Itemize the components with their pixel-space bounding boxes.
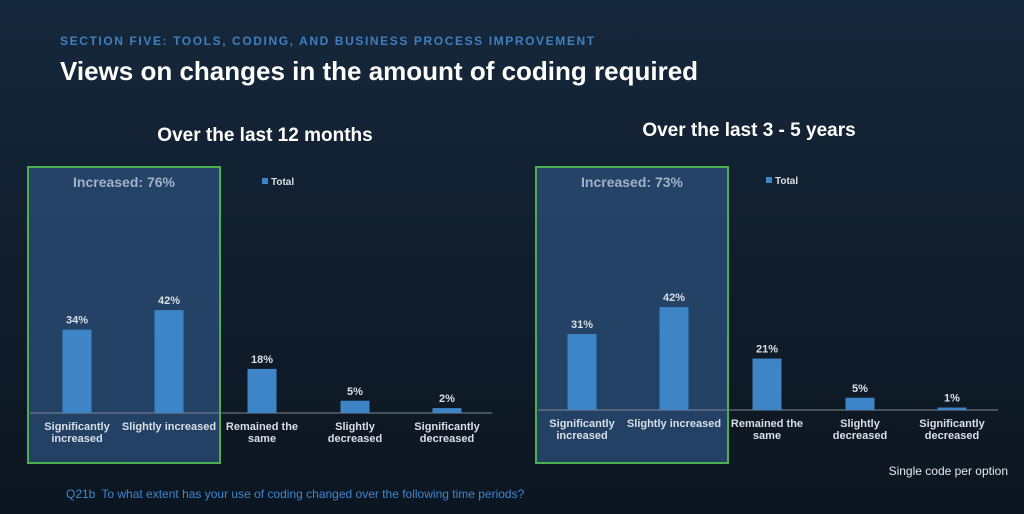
category-label-2: Slightly increased (122, 421, 216, 433)
bar-2 (659, 307, 689, 410)
category-label-line: decreased (833, 430, 887, 442)
increased-total-label: Increased: 76% (73, 174, 175, 190)
category-label-1: Significantly increased (44, 421, 110, 445)
bar-5 (937, 407, 967, 410)
category-label-5: Significantly decreased (919, 418, 985, 442)
category-label-line: Significantly (414, 421, 480, 433)
chart-12-months: Increased: 76% Over the last 12 months Tot… (27, 125, 492, 464)
question-id: Q21b (66, 487, 96, 501)
data-label-5: 2% (439, 393, 455, 405)
legend-entry: Total (775, 176, 798, 187)
category-label-line: decreased (328, 433, 382, 445)
category-label-line: Slightly increased (627, 418, 721, 430)
question-body: To what extent has your use of coding ch… (101, 487, 525, 501)
category-label-5: Significantly decreased (414, 421, 480, 445)
data-label-1: 34% (66, 315, 88, 327)
footnote: Single code per option (888, 464, 1008, 478)
legend-swatch (262, 178, 268, 184)
category-label-line: Significantly (44, 421, 110, 433)
legend-entry: Total (271, 177, 294, 188)
increased-highlight-box (535, 166, 729, 464)
data-label-4: 5% (347, 386, 363, 398)
page-title: Views on changes in the amount of coding… (60, 56, 699, 86)
category-label-line: same (753, 430, 781, 442)
category-label-4: Slightly decreased (833, 418, 887, 442)
section-label: SECTION FIVE: TOOLS, CODING, AND BUSINES… (60, 34, 596, 48)
category-label-line: Remained the (226, 421, 298, 433)
bar-2 (154, 310, 184, 413)
increased-highlight-box (27, 166, 221, 464)
category-label-1: Significantly increased (549, 418, 615, 442)
data-label-2: 42% (663, 292, 685, 304)
category-label-line: same (248, 433, 276, 445)
category-label-line: Remained the (731, 418, 803, 430)
bar-4 (340, 400, 370, 413)
bar-5 (432, 408, 462, 413)
data-label-3: 18% (251, 354, 273, 366)
increased-total-label: Increased: 73% (581, 174, 683, 190)
category-label-line: Slightly increased (122, 421, 216, 433)
category-label-2: Slightly increased (627, 418, 721, 430)
category-label-line: Significantly (549, 418, 615, 430)
data-label-4: 5% (852, 383, 868, 395)
category-label-line: decreased (925, 430, 979, 442)
legend-swatch (766, 177, 772, 183)
bar-1 (62, 329, 92, 413)
category-label-line: decreased (420, 433, 474, 445)
data-label-3: 21% (756, 344, 778, 356)
data-label-1: 31% (571, 319, 593, 331)
chart-3-5-years: Increased: 73% Over the last 3 - 5 years T… (535, 120, 998, 464)
bar-3 (247, 368, 277, 413)
category-label-line: Significantly (919, 418, 985, 430)
chart-title: Over the last 12 months (157, 125, 372, 146)
data-label-2: 42% (158, 295, 180, 307)
question-text: Q21b To what extent has your use of codin… (66, 487, 530, 501)
category-label-line: increased (51, 433, 102, 445)
category-label-4: Slightly decreased (328, 421, 382, 445)
data-label-5: 1% (944, 393, 960, 405)
bar-3 (752, 358, 782, 410)
category-label-line: Slightly (840, 418, 881, 430)
category-label-3: Remained the same (731, 418, 803, 442)
bar-4 (845, 397, 875, 410)
category-label-line: Slightly (335, 421, 376, 433)
category-label-line: increased (556, 430, 607, 442)
category-label-3: Remained the same (226, 421, 298, 445)
bar-1 (567, 334, 597, 410)
chart-title: Over the last 3 - 5 years (642, 120, 855, 141)
